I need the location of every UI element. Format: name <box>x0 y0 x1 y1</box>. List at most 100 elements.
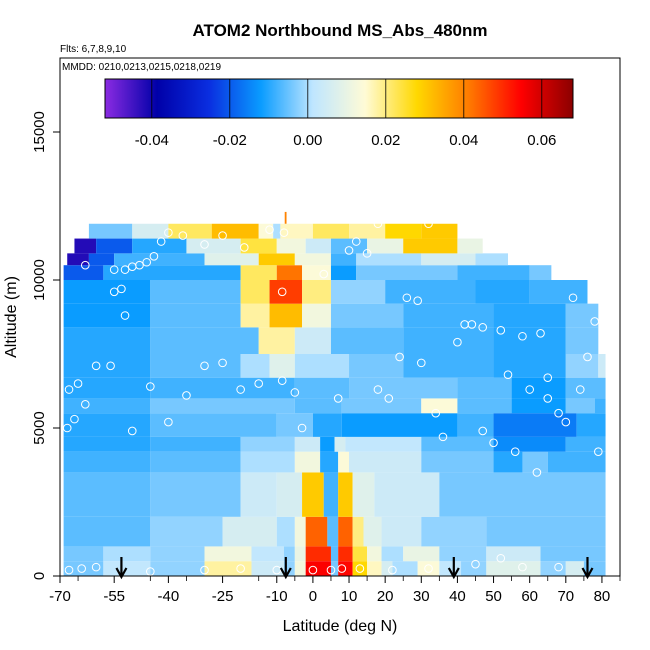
data-point <box>355 564 365 573</box>
colorbar-tick-label: 0.00 <box>293 132 322 149</box>
data-point <box>532 468 542 477</box>
heatmap-cell <box>338 451 350 473</box>
heatmap-cell <box>457 377 512 399</box>
heatmap-cell <box>150 327 259 354</box>
data-point <box>178 231 188 240</box>
heatmap-cell <box>302 280 331 304</box>
heatmap-cell <box>421 223 458 239</box>
heatmap-cell <box>150 561 205 576</box>
heatmap-cell <box>421 451 494 473</box>
heatmap-cell <box>114 253 205 266</box>
heatmap-cell <box>403 327 494 354</box>
heatmap-cell <box>461 561 487 576</box>
heatmap-cell <box>269 303 303 328</box>
heatmap-cell <box>132 238 187 254</box>
heatmap-cell <box>457 265 530 280</box>
heatmap-cell <box>132 223 169 239</box>
heatmap-cell <box>305 546 331 562</box>
data-point <box>80 260 90 270</box>
data-point <box>64 222 74 232</box>
heatmap-cell <box>439 472 606 517</box>
data-point <box>575 385 585 394</box>
data-point <box>239 243 249 252</box>
heatmap-cell <box>565 377 606 399</box>
heatmap-cell <box>276 472 303 517</box>
heatmap-cell <box>457 413 494 437</box>
data-point <box>525 385 534 394</box>
data-point <box>362 249 372 258</box>
heatmap-cell <box>280 223 313 239</box>
heatmap-cell <box>204 546 252 562</box>
data-point <box>254 379 264 388</box>
heatmap-cell <box>240 303 270 328</box>
heatmap-cell <box>565 354 599 378</box>
heatmap-cell <box>63 303 151 328</box>
data-point <box>109 287 119 297</box>
heatmap-cell <box>381 546 404 562</box>
data-point <box>62 423 72 433</box>
heatmap-cell <box>150 398 295 414</box>
heatmap-cell <box>374 472 440 517</box>
data-point <box>70 414 79 424</box>
data-point <box>117 284 126 294</box>
data-point <box>236 564 245 573</box>
x-tick-label: 80 <box>594 588 611 605</box>
heatmap-cell <box>312 413 342 437</box>
heatmap-cell <box>103 546 151 562</box>
heatmap-cell <box>222 516 277 547</box>
flight-points <box>62 219 603 576</box>
heatmap <box>63 211 606 576</box>
heatmap-cell <box>186 238 241 254</box>
data-point <box>416 358 426 368</box>
data-point <box>438 432 448 442</box>
heatmap-cell <box>529 265 552 280</box>
heatmap-cell <box>96 238 133 254</box>
data-point <box>135 260 144 270</box>
data-point <box>146 382 155 391</box>
data-point <box>236 385 245 394</box>
data-point <box>156 237 166 246</box>
heatmap-cell <box>294 253 331 266</box>
data-point <box>200 361 209 371</box>
data-point <box>164 417 173 427</box>
heatmap-cell <box>294 436 321 452</box>
data-point <box>272 565 282 575</box>
data-point <box>326 565 336 575</box>
heatmap-cell <box>475 253 508 266</box>
heatmap-cell <box>349 377 458 399</box>
heatmap-cell <box>330 546 339 562</box>
heatmap-cell <box>150 451 241 473</box>
data-point <box>344 246 354 255</box>
heatmap-cell <box>330 327 404 354</box>
heatmap-cell <box>403 238 458 254</box>
arrow-head <box>447 567 460 580</box>
data-point <box>478 426 488 436</box>
heatmap-cell <box>493 354 566 378</box>
heatmap-cell <box>529 280 588 304</box>
heatmap-cell <box>511 377 566 399</box>
heatmap-cell <box>150 472 241 517</box>
heatmap-cell <box>276 413 313 437</box>
heatmap-cell <box>240 354 270 378</box>
heatmap-cell <box>493 413 577 437</box>
data-point <box>120 265 130 274</box>
heatmap-cell <box>211 223 259 239</box>
heatmap-cell <box>240 451 295 473</box>
heatmap-cell <box>240 280 270 304</box>
dates-label: MMDD: 0210,0213,0215,0218,0219 <box>62 62 221 73</box>
x-axis: -70 -55 -40 -25 -10 0 10 20 30 40 50 60 70 80 <box>49 576 621 605</box>
heatmap-cell <box>150 377 295 399</box>
heatmap-cell <box>88 223 133 239</box>
data-point <box>64 385 74 394</box>
heatmap-cell <box>341 398 422 414</box>
arrow-marker <box>581 557 594 580</box>
heatmap-cell <box>302 303 331 328</box>
y-tick-label: 0 <box>31 572 48 580</box>
heatmap-cell <box>356 265 458 280</box>
heatmap-cell <box>63 413 151 437</box>
data-point <box>109 265 119 274</box>
heatmap-cell <box>493 451 523 473</box>
heatmap-cell <box>63 472 151 517</box>
heatmap-cell <box>258 253 295 266</box>
heatmap-cell <box>88 253 115 266</box>
